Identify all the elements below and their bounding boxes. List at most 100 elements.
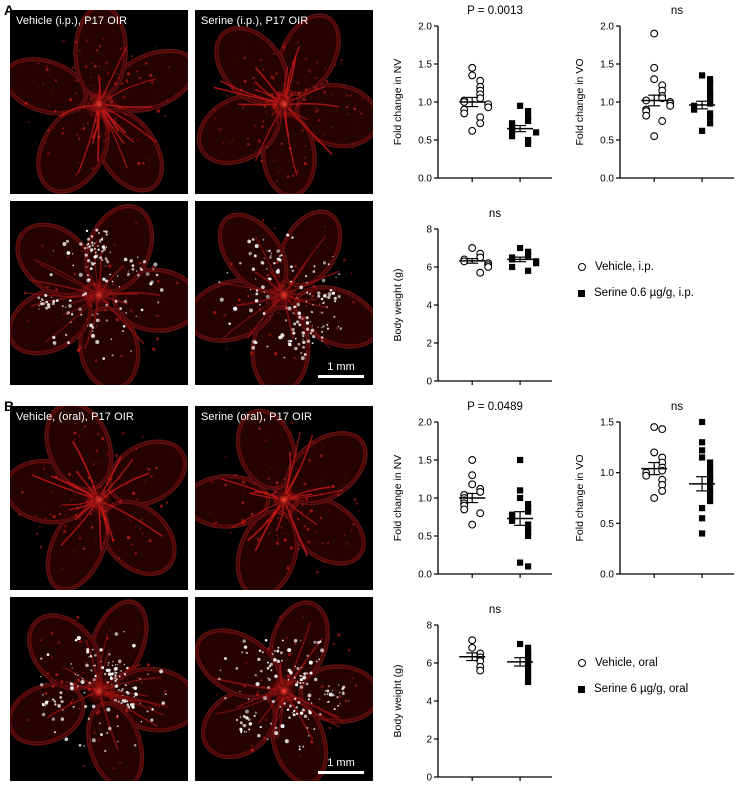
svg-text:1.0: 1.0 (418, 494, 432, 505)
filled-square-marker (578, 289, 585, 297)
svg-text:0.5: 0.5 (418, 136, 432, 147)
svg-text:0.5: 0.5 (600, 136, 614, 147)
svg-text:2: 2 (426, 339, 432, 350)
svg-text:Body weight (g): Body weight (g) (392, 665, 404, 738)
scatter-plot-nv-a: P = 0.0013 Fold change in NV 0.0 0.5 1.0 1.5 2… (392, 5, 552, 185)
svg-text:1.5: 1.5 (418, 456, 432, 467)
svg-text:0.0: 0.0 (418, 570, 432, 581)
chart-fold-change-vo-b: ns Fold change in VO 0.0 0.5 1.0 1.5 (572, 398, 740, 593)
panel-label-b: B (4, 398, 14, 414)
legend-label: Vehicle, oral (595, 657, 658, 669)
legend-label: Serine 0.6 µg/g, i.p. (594, 287, 694, 299)
images-grid-a: Vehicle (i.p.), P17 OIR Serine (i.p.), P… (10, 10, 373, 385)
retina-image-vehicle-ip: Vehicle (i.p.), P17 OIR (10, 10, 188, 194)
retina-flatmount-red (10, 10, 188, 194)
panel-a: A Vehicle (i.p.), P17 OIR Serine (i.p.),… (0, 0, 742, 397)
image-caption: Vehicle (i.p.), P17 OIR (16, 15, 128, 27)
svg-text:1.5: 1.5 (600, 418, 614, 429)
scale-bar-line (318, 771, 364, 774)
retina-image-serine-ip-nv: 1 mm (195, 201, 373, 385)
svg-text:Fold change in NV: Fold change in NV (392, 455, 404, 541)
panel-label-a: A (4, 2, 14, 18)
svg-text:6: 6 (426, 263, 432, 274)
svg-text:Fold change in NV: Fold change in NV (392, 59, 404, 145)
legend-b: Vehicle, oral Serine 6 µg/g, oral (578, 657, 688, 695)
scale-bar: 1 mm (318, 361, 364, 378)
svg-text:ns: ns (489, 604, 501, 616)
chart-fold-change-vo-a: ns Fold change in VO 0.0 0.5 1.0 1.5 2.0 (572, 2, 740, 197)
retina-image-serine-ip: Serine (i.p.), P17 OIR (195, 10, 373, 194)
scatter-plot-bw-a: ns Body weight (g) 0 2 4 6 8 (392, 208, 552, 388)
retina-flatmount-white (195, 597, 373, 781)
svg-text:4: 4 (426, 697, 432, 708)
svg-text:P = 0.0013: P = 0.0013 (467, 5, 523, 17)
charts-panel-a: P = 0.0013 Fold change in NV 0.0 0.5 1.0 1.5 2… (390, 0, 742, 400)
svg-text:1.5: 1.5 (600, 60, 614, 71)
charts-panel-b: P = 0.0489 Fold change in NV 0.0 0.5 1.0 1.5 2… (390, 396, 742, 795)
svg-text:Body weight (g): Body weight (g) (392, 269, 404, 342)
legend-label: Vehicle, i.p. (595, 261, 654, 273)
retina-image-vehicle-ip-nv (10, 201, 188, 385)
svg-text:Fold change in VO: Fold change in VO (574, 455, 586, 542)
svg-text:2.0: 2.0 (418, 22, 432, 33)
svg-text:2.0: 2.0 (418, 418, 432, 429)
svg-text:2.0: 2.0 (600, 22, 614, 33)
svg-text:0.5: 0.5 (600, 519, 614, 530)
svg-text:0.0: 0.0 (418, 174, 432, 185)
scatter-plot-vo-a: ns Fold change in VO 0.0 0.5 1.0 1.5 2.0 (574, 5, 734, 185)
svg-text:1.0: 1.0 (600, 98, 614, 109)
image-caption: Vehicle, (oral), P17 OIR (16, 411, 134, 423)
scale-bar: 1 mm (318, 757, 364, 774)
retina-flatmount-red (195, 406, 373, 590)
image-caption: Serine (i.p.), P17 OIR (201, 15, 309, 27)
svg-text:ns: ns (489, 208, 501, 220)
legend-item-vehicle-ip: Vehicle, i.p. (578, 261, 694, 273)
scale-bar-line (318, 375, 364, 378)
chart-body-weight-b: ns Body weight (g) 0 2 4 6 8 (390, 601, 558, 795)
panel-b: B Vehicle, (oral), P17 OIR Serine (oral)… (0, 396, 742, 793)
svg-text:8: 8 (426, 225, 432, 236)
scale-bar-label: 1 mm (327, 361, 355, 373)
svg-text:8: 8 (426, 621, 432, 632)
svg-text:0: 0 (426, 377, 432, 388)
svg-text:Fold change in VO: Fold change in VO (574, 59, 586, 146)
retina-flatmount-white (195, 201, 373, 385)
filled-square-marker (578, 685, 585, 693)
scale-bar-label: 1 mm (327, 757, 355, 769)
legend-item-serine-oral: Serine 6 µg/g, oral (578, 683, 688, 695)
images-grid-b: Vehicle, (oral), P17 OIR Serine (oral), … (10, 406, 373, 781)
chart-fold-change-nv-b: P = 0.0489 Fold change in NV 0.0 0.5 1.0 1.5 2… (390, 398, 558, 593)
legend-item-serine-ip: Serine 0.6 µg/g, i.p. (578, 287, 694, 299)
legend-item-vehicle-oral: Vehicle, oral (578, 657, 688, 669)
chart-body-weight-a: ns Body weight (g) 0 2 4 6 8 (390, 205, 558, 400)
svg-text:1.5: 1.5 (418, 60, 432, 71)
retina-image-serine-oral: Serine (oral), P17 OIR (195, 406, 373, 590)
svg-text:1.0: 1.0 (600, 468, 614, 479)
image-caption: Serine (oral), P17 OIR (201, 411, 313, 423)
retina-flatmount-white (10, 201, 188, 385)
svg-text:6: 6 (426, 659, 432, 670)
retina-image-vehicle-oral-nv (10, 597, 188, 781)
svg-text:0: 0 (426, 773, 432, 784)
scatter-plot-vo-b: ns Fold change in VO 0.0 0.5 1.0 1.5 (574, 401, 734, 581)
retina-flatmount-white (10, 597, 188, 781)
retina-flatmount-red (195, 10, 373, 194)
svg-text:1.0: 1.0 (418, 98, 432, 109)
retina-image-serine-oral-nv: 1 mm (195, 597, 373, 781)
legend-a: Vehicle, i.p. Serine 0.6 µg/g, i.p. (578, 261, 694, 299)
retina-flatmount-red (10, 406, 188, 590)
open-circle-marker (578, 659, 586, 667)
open-circle-marker (578, 263, 586, 271)
legend-label: Serine 6 µg/g, oral (594, 683, 689, 695)
svg-text:0.5: 0.5 (418, 532, 432, 543)
svg-text:2: 2 (426, 735, 432, 746)
chart-fold-change-nv-a: P = 0.0013 Fold change in NV 0.0 0.5 1.0 1.5 2… (390, 2, 558, 197)
scatter-plot-nv-b: P = 0.0489 Fold change in NV 0.0 0.5 1.0 1.5 2… (392, 401, 552, 581)
svg-text:0.0: 0.0 (600, 174, 614, 185)
svg-text:0.0: 0.0 (600, 570, 614, 581)
scatter-plot-bw-b: ns Body weight (g) 0 2 4 6 8 (392, 604, 552, 784)
retina-image-vehicle-oral: Vehicle, (oral), P17 OIR (10, 406, 188, 590)
svg-text:4: 4 (426, 301, 432, 312)
svg-text:ns: ns (671, 5, 683, 17)
